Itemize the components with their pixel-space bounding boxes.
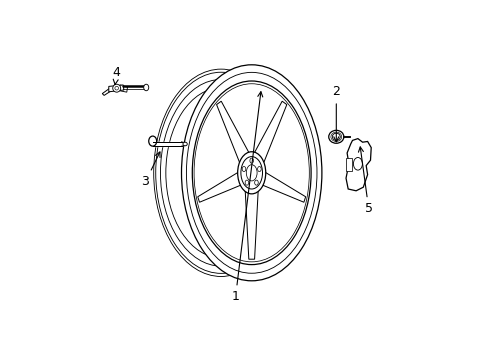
Polygon shape bbox=[197, 172, 242, 202]
Polygon shape bbox=[244, 191, 258, 259]
Ellipse shape bbox=[332, 133, 340, 140]
Text: 4: 4 bbox=[113, 66, 121, 85]
Ellipse shape bbox=[257, 167, 261, 172]
Ellipse shape bbox=[192, 81, 310, 265]
Text: 3: 3 bbox=[141, 152, 160, 188]
Ellipse shape bbox=[194, 84, 309, 262]
Polygon shape bbox=[346, 139, 370, 191]
Ellipse shape bbox=[241, 157, 262, 189]
Ellipse shape bbox=[148, 136, 156, 146]
Ellipse shape bbox=[183, 142, 187, 146]
Ellipse shape bbox=[113, 84, 121, 92]
Polygon shape bbox=[261, 172, 305, 202]
Ellipse shape bbox=[143, 84, 148, 91]
Ellipse shape bbox=[249, 158, 253, 163]
Polygon shape bbox=[346, 158, 351, 171]
Text: 2: 2 bbox=[332, 85, 340, 142]
Polygon shape bbox=[102, 87, 111, 95]
Polygon shape bbox=[120, 85, 127, 92]
Polygon shape bbox=[108, 85, 123, 92]
Ellipse shape bbox=[254, 180, 258, 185]
Ellipse shape bbox=[246, 165, 257, 181]
Ellipse shape bbox=[353, 158, 362, 170]
Ellipse shape bbox=[186, 72, 316, 273]
Ellipse shape bbox=[244, 180, 248, 185]
Ellipse shape bbox=[237, 152, 265, 194]
Polygon shape bbox=[253, 101, 286, 162]
Ellipse shape bbox=[328, 130, 343, 143]
Text: 5: 5 bbox=[358, 147, 372, 215]
Text: 1: 1 bbox=[231, 92, 262, 303]
Ellipse shape bbox=[242, 167, 245, 172]
Ellipse shape bbox=[181, 65, 321, 281]
Ellipse shape bbox=[115, 86, 118, 90]
Polygon shape bbox=[216, 101, 249, 162]
